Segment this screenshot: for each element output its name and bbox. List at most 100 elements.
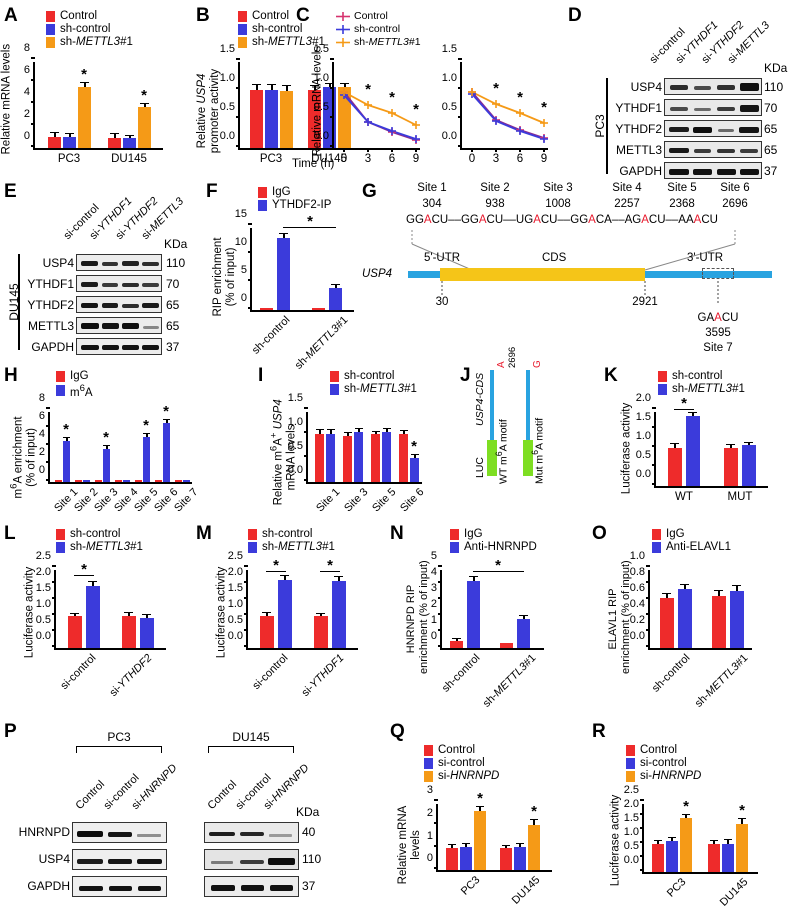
blot-protein-label: GAPDH bbox=[27, 879, 70, 893]
blot-kda: 37 bbox=[302, 879, 316, 893]
legend-item: IgG bbox=[652, 528, 731, 540]
legend-label: Control bbox=[60, 10, 98, 22]
panel-H-ylabel: m6A enrichment (% of input) bbox=[8, 416, 38, 499]
legend-label: Anti-HNRNPD bbox=[464, 541, 537, 553]
legend-marker-shmettl3 bbox=[336, 37, 350, 47]
bar bbox=[712, 596, 726, 648]
blot-kda: 110 bbox=[764, 80, 784, 94]
panel-label-N: N bbox=[390, 523, 404, 544]
y-tick: 0.0 bbox=[227, 630, 243, 642]
significance-star: * bbox=[681, 395, 687, 412]
y-tick: 0.0 bbox=[623, 854, 639, 866]
legend-label: sh-METTL3#1 bbox=[262, 541, 335, 553]
significance-star: * bbox=[413, 101, 419, 118]
y-tick: 2.0 bbox=[227, 566, 243, 578]
legend-item: sh-METTL3#1 bbox=[46, 36, 133, 48]
legend-item: si-control bbox=[424, 757, 499, 769]
bar bbox=[668, 448, 682, 486]
legend-swatch-orange bbox=[238, 36, 247, 48]
x-tick: PC3 bbox=[259, 153, 283, 165]
y-tick: 4 bbox=[430, 566, 437, 578]
legend-label: si-control bbox=[640, 757, 687, 769]
legend-item: sh-METTL3#1 bbox=[658, 383, 745, 395]
legend-swatch-red bbox=[238, 10, 247, 22]
construct-mut-label: Mut m6A motif bbox=[530, 417, 546, 484]
panel-K-chart: Luciferase activity 0.0 0.5 1.0 1.5 2.0 … bbox=[604, 392, 784, 516]
panel-label-K: K bbox=[604, 365, 618, 386]
panel-B-legend: Control sh-control sh-METTL3#1 bbox=[238, 10, 325, 49]
significance-star: * bbox=[307, 213, 313, 230]
y-tick: 1 bbox=[430, 614, 437, 626]
blot-band-row bbox=[664, 120, 762, 137]
bar bbox=[83, 480, 90, 482]
y-tick: 2.5 bbox=[227, 550, 243, 562]
significance-star: * bbox=[739, 802, 745, 819]
legend-item: sh-METTL3#1 bbox=[330, 383, 417, 395]
panel-C-chart-left: Relative mRNA levels 0.0 0.5 1.0 1.5 * *… bbox=[296, 43, 426, 178]
y-tick: 2.5 bbox=[623, 784, 639, 796]
panel-label-Q: Q bbox=[390, 721, 405, 742]
kda-header: KDa bbox=[296, 805, 320, 819]
y-tick: 1.0 bbox=[441, 72, 457, 84]
legend-label: YTHDF2-IP bbox=[272, 199, 332, 211]
bar bbox=[75, 480, 82, 482]
legend-label: Control bbox=[252, 10, 290, 22]
y-tick: 10 bbox=[234, 236, 247, 248]
x-tick: Site 6 bbox=[398, 486, 427, 515]
y-tick: 0.0 bbox=[635, 468, 651, 480]
significance-star: * bbox=[81, 66, 87, 83]
legend-item: YTHDF2-IP bbox=[258, 199, 331, 211]
y-tick: 0.0 bbox=[629, 630, 645, 642]
y-tick: 0.6 bbox=[629, 582, 645, 594]
plot-area: 0.0 0.5 1.0 1.5 * * * 0 3 6 9 bbox=[442, 43, 548, 165]
blot-protein-label: YTHDF2 bbox=[27, 298, 74, 312]
legend-item: si-HNRNPD bbox=[626, 770, 701, 782]
legend-swatch-orange bbox=[424, 770, 433, 782]
y-tick: 0.5 bbox=[219, 101, 235, 113]
panel-label-F: F bbox=[206, 181, 218, 202]
panel-F-chart: RIP enrichment (% of input) 0 5 10 15 * s… bbox=[206, 208, 366, 372]
bar bbox=[103, 449, 110, 482]
legend-swatch-red bbox=[258, 186, 267, 198]
plot-area: 0 1 2 3 4 5 * sh-control sh-METTL3#1 bbox=[431, 550, 544, 710]
blot-kda: 65 bbox=[166, 298, 180, 312]
bar bbox=[175, 480, 182, 482]
panel-H-legend: IgG m6A bbox=[56, 370, 93, 400]
significance-star: * bbox=[273, 557, 279, 574]
legend-label: sh-control bbox=[262, 528, 313, 540]
construct-wt-luc-bar bbox=[487, 440, 497, 476]
y-tick: 1.0 bbox=[623, 826, 639, 838]
bar bbox=[517, 619, 530, 648]
y-tick: 0.4 bbox=[629, 598, 645, 610]
y-tick: 0.0 bbox=[441, 130, 457, 142]
blot-protein-label: USP4 bbox=[38, 852, 70, 866]
panel-B-chart: Relative USP4 promoter activity 0.0 0.5 1… bbox=[196, 43, 371, 168]
bar bbox=[460, 847, 472, 870]
bar bbox=[250, 90, 263, 148]
y-tick: 8 bbox=[23, 42, 30, 54]
blot-lane-label: Control bbox=[73, 778, 108, 812]
blot-kda: 70 bbox=[764, 101, 778, 115]
x-tick: Site 3 bbox=[342, 486, 371, 515]
panel-N-legend: IgG Anti-HNRNPD bbox=[450, 528, 537, 554]
bar bbox=[730, 591, 744, 648]
site7-name: Site 7 bbox=[703, 342, 733, 354]
panel-label-E: E bbox=[4, 181, 17, 202]
bar bbox=[332, 581, 346, 648]
bar bbox=[143, 437, 150, 482]
legend-swatch-blue bbox=[56, 385, 65, 397]
y-tick: 1.0 bbox=[635, 430, 651, 442]
y-tick: 1.5 bbox=[441, 43, 457, 55]
y-tick: 0.5 bbox=[441, 101, 457, 113]
legend-swatch-red bbox=[424, 744, 433, 756]
blot-band-row bbox=[72, 849, 167, 870]
site7-sequence: GAACU bbox=[697, 312, 739, 324]
bar bbox=[140, 618, 154, 648]
legend-label: IgG bbox=[666, 528, 685, 540]
blot-protein-label: USP4 bbox=[630, 80, 662, 94]
y-tick: 0.8 bbox=[629, 566, 645, 578]
blot-band-row bbox=[664, 78, 762, 95]
usp4-cds-label: USP4-CDS bbox=[474, 372, 486, 426]
y-tick: 15 bbox=[234, 208, 247, 220]
x-tick: sh-control bbox=[649, 652, 693, 695]
